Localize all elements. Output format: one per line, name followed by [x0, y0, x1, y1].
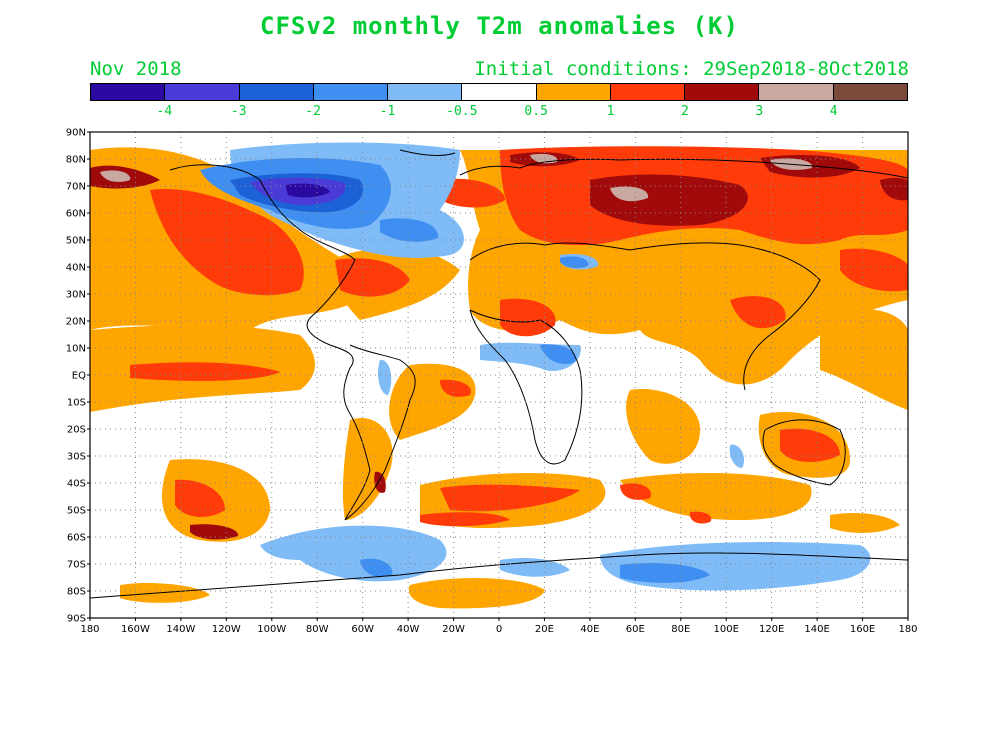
longitude-tick-label: 20W [442, 624, 465, 635]
initial-conditions-label: Initial conditions: 29Sep2018-8Oct2018 [474, 58, 909, 80]
colorbar-tick-label: -1 [379, 104, 396, 119]
latitude-tick-label: 80N [66, 155, 86, 166]
colorbar-swatch [610, 84, 686, 100]
colorbar-tick-label: -4 [156, 104, 173, 119]
latitude-tick-label: 10S [67, 398, 86, 409]
longitude-tick-label: 140E [804, 624, 829, 635]
latitude-tick-label: 40N [66, 263, 86, 274]
colorbar-tick-label: 2 [680, 104, 689, 119]
longitude-tick-label: 160E [850, 624, 875, 635]
colorbar-swatch [536, 84, 611, 100]
colorbar-swatch [462, 84, 537, 100]
latitude-tick-label: 60S [67, 533, 86, 544]
colorbar-tick-label: 1 [606, 104, 615, 119]
colorbar-swatch [759, 84, 834, 100]
latitude-tick-label: 30S [67, 452, 86, 463]
longitude-labels: 180 160W 140W 120W 100W 80W 60W 40W 20W 0 20E 40E 60… [80, 618, 918, 635]
latitude-tick-label: 50N [66, 236, 86, 247]
longitude-tick-label: 40E [580, 624, 599, 635]
latitude-tick-label: 90N [66, 128, 86, 139]
latitude-tick-label: 80S [67, 587, 86, 598]
longitude-tick-label: 40W [397, 624, 420, 635]
longitude-tick-label: 60E [626, 624, 645, 635]
longitude-tick-label: 60W [351, 624, 374, 635]
longitude-tick-label: 140W [166, 624, 195, 635]
colorbar-swatch [313, 84, 389, 100]
latitude-tick-label: 40S [67, 479, 86, 490]
latitude-tick-label: 10N [66, 344, 86, 355]
colorbar [90, 83, 908, 101]
latitude-tick-label: EQ [72, 371, 86, 382]
longitude-tick-label: 80E [671, 624, 690, 635]
colorbar-tick-label: -3 [230, 104, 247, 119]
longitude-tick-label: 160W [121, 624, 150, 635]
extreme-cold-regions [250, 177, 346, 206]
longitude-tick-label: 120W [212, 624, 241, 635]
chart-title: CFSv2 monthly T2m anomalies (K) [260, 12, 739, 40]
colorbar-swatch [833, 84, 907, 100]
longitude-tick-label: 180 [80, 624, 99, 635]
longitude-tick-label: 0 [496, 624, 502, 635]
colorbar-swatch [91, 84, 166, 100]
colorbar-swatch [165, 84, 240, 100]
colorbar-swatch [685, 84, 760, 100]
latitude-tick-label: 70S [67, 560, 86, 571]
colorbar-swatch [388, 84, 463, 100]
coastlines [90, 149, 908, 599]
longitude-tick-label: 20E [535, 624, 554, 635]
latitude-tick-label: 90S [67, 614, 86, 625]
colorbar-swatch [239, 84, 314, 100]
colorbar-tick-label: -2 [305, 104, 321, 119]
latitude-tick-label: 70N [66, 182, 86, 193]
longitude-tick-label: 100W [257, 624, 286, 635]
longitude-tick-label: 180 [898, 624, 917, 635]
latitude-tick-label: 50S [67, 506, 86, 517]
latitude-tick-label: 60N [66, 209, 86, 220]
latitude-tick-label: 20S [67, 425, 86, 436]
valid-month-label: Nov 2018 [90, 58, 182, 80]
latitude-tick-label: 30N [66, 290, 86, 301]
longitude-tick-label: 120E [759, 624, 784, 635]
colorbar-tick-label: 4 [829, 104, 838, 119]
colorbar-tick-label: 3 [755, 104, 764, 119]
longitude-tick-label: 100E [714, 624, 739, 635]
latitude-labels: 90N 80N 70N 60N 50N 40N 30N 20N 10N EQ 10S 20S 30S 40… [66, 128, 90, 625]
colorbar-tick-label: 0.5 [524, 104, 548, 119]
map-grid [90, 132, 908, 618]
longitude-tick-label: 80W [306, 624, 329, 635]
colorbar-tick-label: -0.5 [446, 104, 478, 119]
latitude-tick-label: 20N [66, 317, 86, 328]
